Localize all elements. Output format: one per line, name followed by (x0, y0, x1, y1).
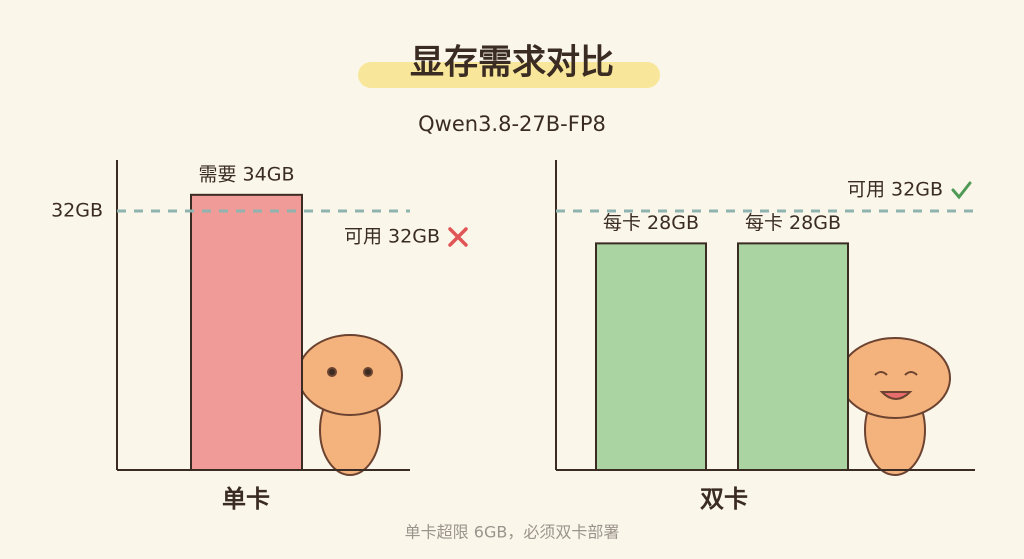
title-highlight (358, 62, 660, 88)
threshold-label: 可用 32GB (847, 179, 943, 201)
value-label: 每卡 28GB (745, 212, 841, 234)
title: 显存需求对比 (410, 43, 614, 83)
mascot-left (297, 334, 403, 476)
bar (737, 242, 849, 471)
threshold-label: 可用 32GB (344, 226, 440, 248)
check-icon (951, 181, 972, 200)
subtitle: Qwen3.8-27B-FP8 (418, 112, 606, 136)
threshold-axis-label: 32GB (51, 200, 103, 222)
mascot-right (839, 337, 951, 476)
note: 单卡超限 6GB，必须双卡部署 (405, 523, 620, 542)
value-label: 每卡 28GB (603, 212, 699, 234)
cross-icon (448, 227, 468, 247)
x-label: 双卡 (700, 485, 748, 513)
bar (190, 193, 303, 471)
value-label: 需要 34GB (199, 163, 295, 185)
x-label: 单卡 (222, 485, 270, 513)
bar (595, 242, 707, 471)
